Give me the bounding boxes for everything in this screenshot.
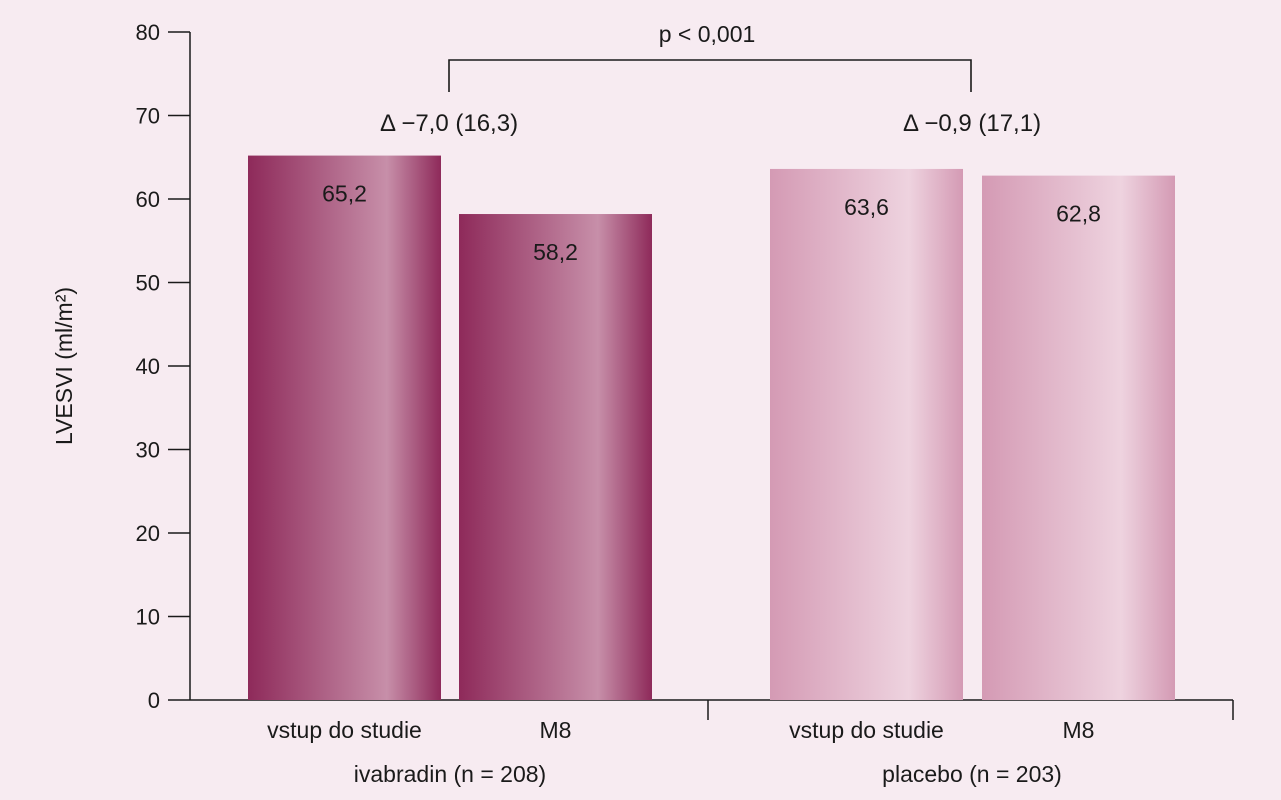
y-tick-label: 80	[136, 20, 160, 45]
group-label: ivabradin (n = 208)	[354, 761, 546, 787]
y-axis-title: LVESVI (ml/m²)	[51, 287, 77, 445]
x-tick-label: M8	[540, 717, 572, 743]
bars	[248, 155, 1175, 700]
y-tick-label: 60	[136, 187, 160, 212]
significance-label: p < 0,001	[659, 21, 756, 47]
bar-value-label: 58,2	[533, 239, 578, 265]
y-tick-label: 10	[136, 605, 160, 630]
significance-bracket	[448, 59, 972, 92]
y-tick-label: 70	[136, 104, 160, 129]
y-tick-label: 20	[136, 521, 160, 546]
bar-ivabradin-m8	[459, 214, 652, 700]
delta-annotation: Δ −7,0 (16,3)	[380, 110, 518, 137]
bar-value-label: 65,2	[322, 181, 367, 207]
annotations: Δ −7,0 (16,3) Δ −0,9 (17,1) p < 0,001	[380, 21, 1041, 137]
y-tick-label: 0	[148, 688, 160, 713]
x-tick-label: M8	[1063, 717, 1095, 743]
x-tick-label: vstup do studie	[267, 717, 422, 743]
y-tick-label: 40	[136, 354, 160, 379]
y-tick-label: 30	[136, 438, 160, 463]
group-label: placebo (n = 203)	[882, 761, 1062, 787]
x-tick-label: vstup do studie	[789, 717, 944, 743]
value-labels: 65,2 vstup do studie 58,2 M8 ivabradin (n = …	[267, 181, 1101, 787]
y-tick-label: 50	[136, 271, 160, 296]
bar-placebo-baseline	[770, 168, 963, 700]
bar-value-label: 63,6	[844, 194, 889, 220]
bar-value-label: 62,8	[1056, 201, 1101, 227]
bar-placebo-m8	[982, 175, 1175, 700]
bar-ivabradin-baseline	[248, 155, 441, 700]
delta-annotation: Δ −0,9 (17,1)	[903, 110, 1041, 137]
